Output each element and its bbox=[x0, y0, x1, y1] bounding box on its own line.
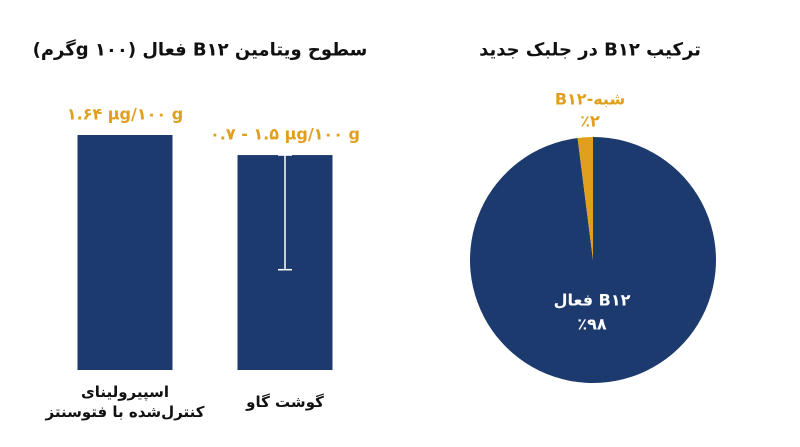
x-tick-label: گوشت گاو bbox=[246, 393, 324, 411]
slice-label: B۱۲ فعال bbox=[553, 290, 631, 310]
bar bbox=[77, 135, 173, 370]
value-label: ۱.۶۴ μg/۱۰۰ g bbox=[66, 104, 184, 124]
x-tick-label: اسپیرولینای کنترل‌شده با فتوسنتز bbox=[45, 383, 205, 421]
value-label: ۰.۷ - ۱.۵ μg/۱۰۰ g bbox=[210, 124, 360, 144]
slice-value-label: ٪۹۸ bbox=[577, 314, 607, 334]
slice-label: شبه-B۱۲ bbox=[554, 89, 626, 109]
error-bar bbox=[278, 154, 292, 271]
slice-value-label: ٪۲ bbox=[580, 111, 600, 131]
chart-title: ترکیب B۱۲ در جلبک جدید bbox=[479, 39, 701, 61]
pie-slice bbox=[469, 137, 716, 384]
pie-slice bbox=[577, 137, 593, 260]
chart-title: سطوح ویتامین B۱۲ فعال (g ۱۰۰گرم) bbox=[32, 39, 368, 61]
